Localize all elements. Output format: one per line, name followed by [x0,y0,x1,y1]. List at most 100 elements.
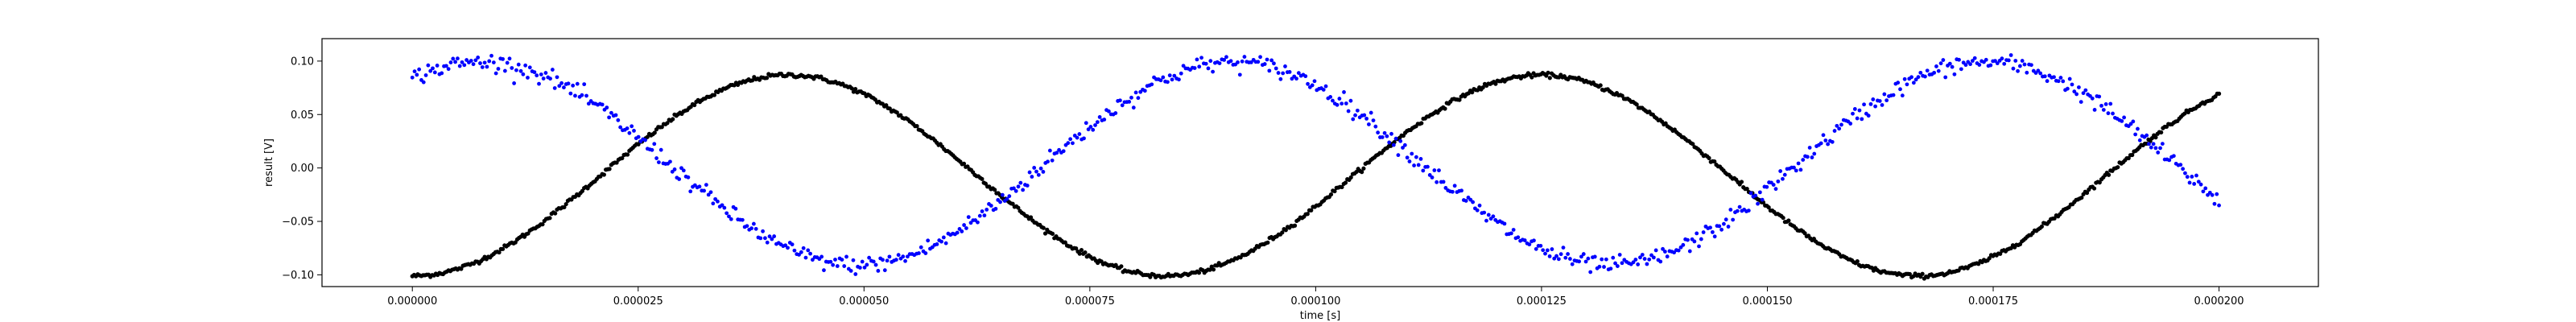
data-point [993,206,998,211]
data-point [1196,270,1202,275]
data-point [2108,101,2113,106]
data-point [1781,176,1785,181]
data-point [749,226,753,231]
data-point [541,76,546,80]
data-point [1418,156,1423,161]
data-point [2159,130,2164,135]
data-point [1588,270,1593,275]
data-point [1303,74,1308,79]
data-point [692,102,697,108]
data-point [2128,122,2133,126]
data-point [1802,231,1807,236]
data-point [1792,165,1796,170]
data-point [1335,102,1340,107]
data-point [1242,55,1247,59]
data-point [1987,256,1992,261]
data-point [1554,254,1558,258]
data-point [1812,151,1817,156]
data-point [1527,242,1532,247]
data-point [1959,67,1963,72]
data-point [1470,90,1475,95]
data-point [919,245,923,250]
data-point [704,183,708,188]
data-point [1766,205,1771,210]
data-point [1511,228,1516,232]
data-point [2181,167,2186,171]
data-point [1862,102,1866,107]
data-point [797,252,801,257]
data-point [896,253,901,258]
data-point [1796,161,1801,166]
data-point [1410,151,1414,156]
data-point [1707,155,1711,160]
data-point [1561,246,1566,250]
data-point [491,60,496,64]
data-point [960,229,964,233]
data-point [2210,192,2215,197]
data-point [1830,139,1835,144]
data-point [765,240,770,245]
data-point [831,262,836,267]
data-point [2083,88,2088,93]
data-point [489,53,493,58]
data-point [539,72,543,76]
data-point [417,67,422,72]
data-point [887,106,892,111]
data-point [553,211,558,216]
data-point [1310,83,1315,88]
data-point [1484,218,1488,223]
data-point [1371,118,1376,123]
data-point [1005,196,1009,201]
data-point [706,192,711,197]
data-point [751,221,756,226]
data-point [1855,259,1860,264]
data-point [1502,221,1507,226]
data-point [668,159,672,164]
data-point [607,167,612,171]
data-point [1543,251,1547,256]
data-point [1348,175,1353,180]
data-point [671,117,675,122]
data-point [833,258,837,262]
data-point [761,229,765,233]
data-point [1781,215,1785,221]
data-point [1262,62,1267,66]
data-point [1860,117,1864,122]
data-point [2042,74,2047,79]
data-point [2192,182,2197,186]
data-point [1810,155,1814,159]
data-point [786,246,790,250]
data-point [1148,275,1153,279]
data-point [993,188,997,192]
data-point [1208,267,1212,272]
data-point [564,201,568,207]
data-point [885,258,890,263]
data-point [480,65,485,69]
data-point [1068,137,1073,142]
y-tick-label: 0.05 [291,109,314,122]
data-point [749,78,755,83]
data-point [1728,208,1733,212]
data-point [853,272,858,276]
data-point [1701,230,1706,234]
data-point [526,231,530,236]
data-point [2079,100,2083,104]
data-point [1416,163,1421,167]
data-point [471,62,476,67]
data-point [1337,97,1342,101]
data-point [1127,100,1132,104]
data-point [842,264,847,268]
data-point [1306,81,1310,86]
data-point [1786,218,1791,223]
data-point [1211,69,1215,74]
data-point [2149,145,2153,150]
data-point [1726,225,1731,229]
x-tick-label: 0.000075 [1065,295,1115,308]
data-point [955,230,960,235]
data-point [2036,68,2041,73]
data-point [1717,224,1722,229]
data-point [2039,224,2044,229]
data-point [1972,56,1977,60]
data-point [2052,75,2056,80]
